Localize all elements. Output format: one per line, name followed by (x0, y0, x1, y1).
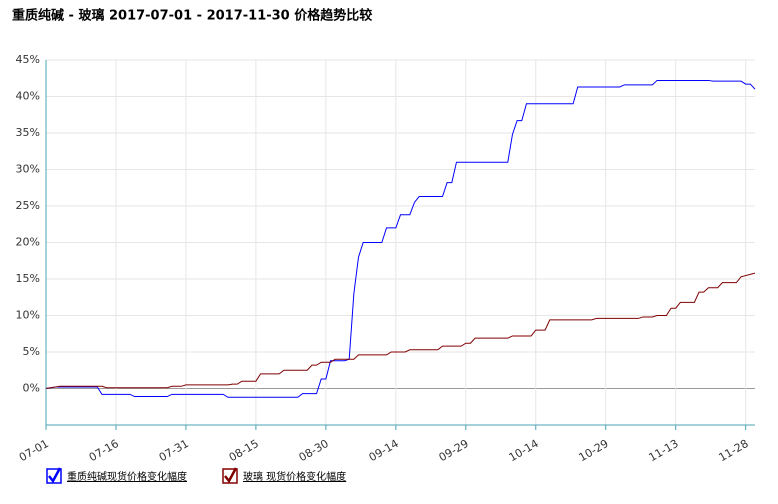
x-tick-label: 08-30 (297, 437, 331, 464)
x-tick-label: 07-31 (157, 437, 191, 464)
chart-title: 重质纯碱 - 玻璃 2017-07-01 - 2017-11-30 价格趋势比较 (12, 8, 372, 24)
x-tick-label: 11-13 (647, 437, 681, 464)
legend-label[interactable]: 重质纯碱现货价格变化幅度 (67, 470, 187, 483)
legend-check[interactable] (48, 467, 62, 484)
y-tick-label: 20% (16, 236, 40, 249)
x-tick-label: 10-29 (577, 437, 611, 464)
y-tick-label: 15% (16, 272, 40, 285)
x-tick-label: 11-28 (716, 437, 750, 464)
y-tick-label: 45% (16, 53, 40, 66)
y-tick-label: 0% (23, 382, 40, 395)
legend-label[interactable]: 玻璃 现货价格变化幅度 (243, 470, 346, 483)
x-tick-label: 09-29 (437, 437, 471, 464)
x-tick-label: 07-01 (17, 437, 51, 464)
y-tick-label: 40% (16, 90, 40, 103)
series-line (45, 79, 756, 398)
x-tick-label: 10-14 (507, 437, 541, 464)
y-tick-label: 5% (23, 345, 40, 358)
y-tick-label: 25% (16, 199, 40, 212)
y-tick-label: 35% (16, 126, 40, 139)
legend-check[interactable] (224, 467, 238, 484)
y-tick-label: 30% (16, 163, 40, 176)
series-line (45, 272, 756, 389)
x-tick-label: 09-14 (367, 437, 401, 464)
x-tick-label: 07-16 (87, 437, 121, 464)
x-tick-label: 08-15 (227, 437, 261, 464)
y-tick-label: 10% (16, 309, 40, 322)
